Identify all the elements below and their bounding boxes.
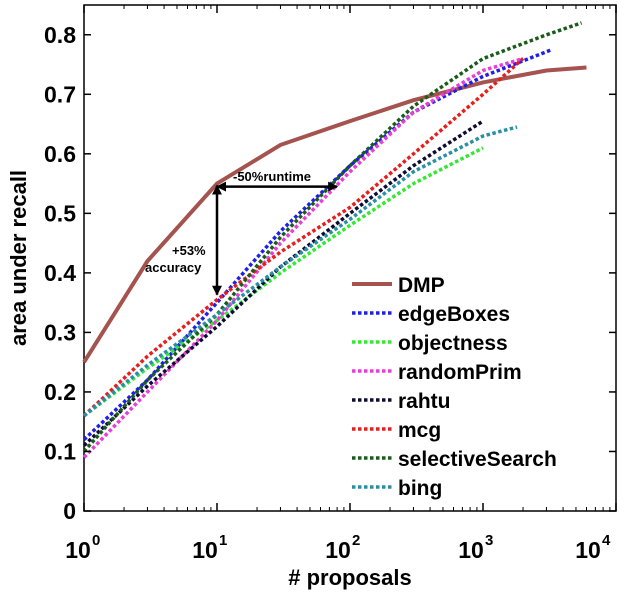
series-line-DMP [82,65,587,364]
y-tick-label: 0.2 [44,379,76,405]
series-line-bing [82,125,518,418]
y-axis-label: area under recall [6,170,31,346]
series-line-selectiveSearch [82,21,583,453]
y-tick-label: 0.1 [44,438,76,464]
y-tick-label: 0.3 [44,319,76,345]
plot-frame [83,4,617,512]
legend-label-randomPrim: randomPrim [398,361,522,384]
x-tick-label-base: 10 [458,537,484,563]
x-axis-label: # proposals [288,565,411,590]
series-line-objectness [82,146,484,418]
y-tick-label: 0.8 [44,22,76,48]
x-tick-label-exponent: 2 [352,532,360,549]
x-tick-label-exponent: 1 [219,532,227,549]
series-line-mcg [82,57,525,418]
annotations: -50%runtime +53% accuracy [145,169,339,296]
legend-label-DMP: DMP [398,274,445,297]
x-tick-label-exponent: 0 [92,532,100,549]
x-tick-label-exponent: 4 [602,532,611,549]
legend-label-rahtu: rahtu [398,390,451,413]
accuracy-annotation-line1: +53% [172,243,206,258]
y-tick-label: 0.6 [44,141,76,167]
legend: DMP edgeBoxes objectness randomPrim rahtu mcg… [352,274,557,500]
legend-label-selectiveSearch: selectiveSearch [398,448,557,471]
runtime-annotation: -50%runtime [233,169,311,184]
y-tick-label: 0 [63,498,76,524]
x-tick-label-base: 10 [65,537,91,563]
x-tick-label-base: 10 [192,537,218,563]
x-tick-label-exponent: 3 [485,532,493,549]
series-layer [82,21,587,459]
legend-label-mcg: mcg [398,419,441,442]
legend-label-edgeBoxes: edgeBoxes [398,303,510,326]
y-axis-ticks: 0 0.1 0.2 0.3 0.4 0.5 0.6 0.7 0.8 [44,22,616,524]
legend-label-bing: bing [398,477,442,500]
x-tick-label-base: 10 [575,537,601,563]
x-tick-label-base: 10 [325,537,351,563]
y-tick-label: 0.7 [44,81,76,107]
y-tick-label: 0.4 [44,260,76,286]
y-tick-label: 0.5 [44,200,76,226]
accuracy-annotation-line2: accuracy [145,260,202,275]
series-line-edgeBoxes [82,47,553,441]
legend-label-objectness: objectness [398,332,508,355]
x-axis-ticks: 10 0 10 1 10 2 10 3 10 4 [65,5,617,563]
